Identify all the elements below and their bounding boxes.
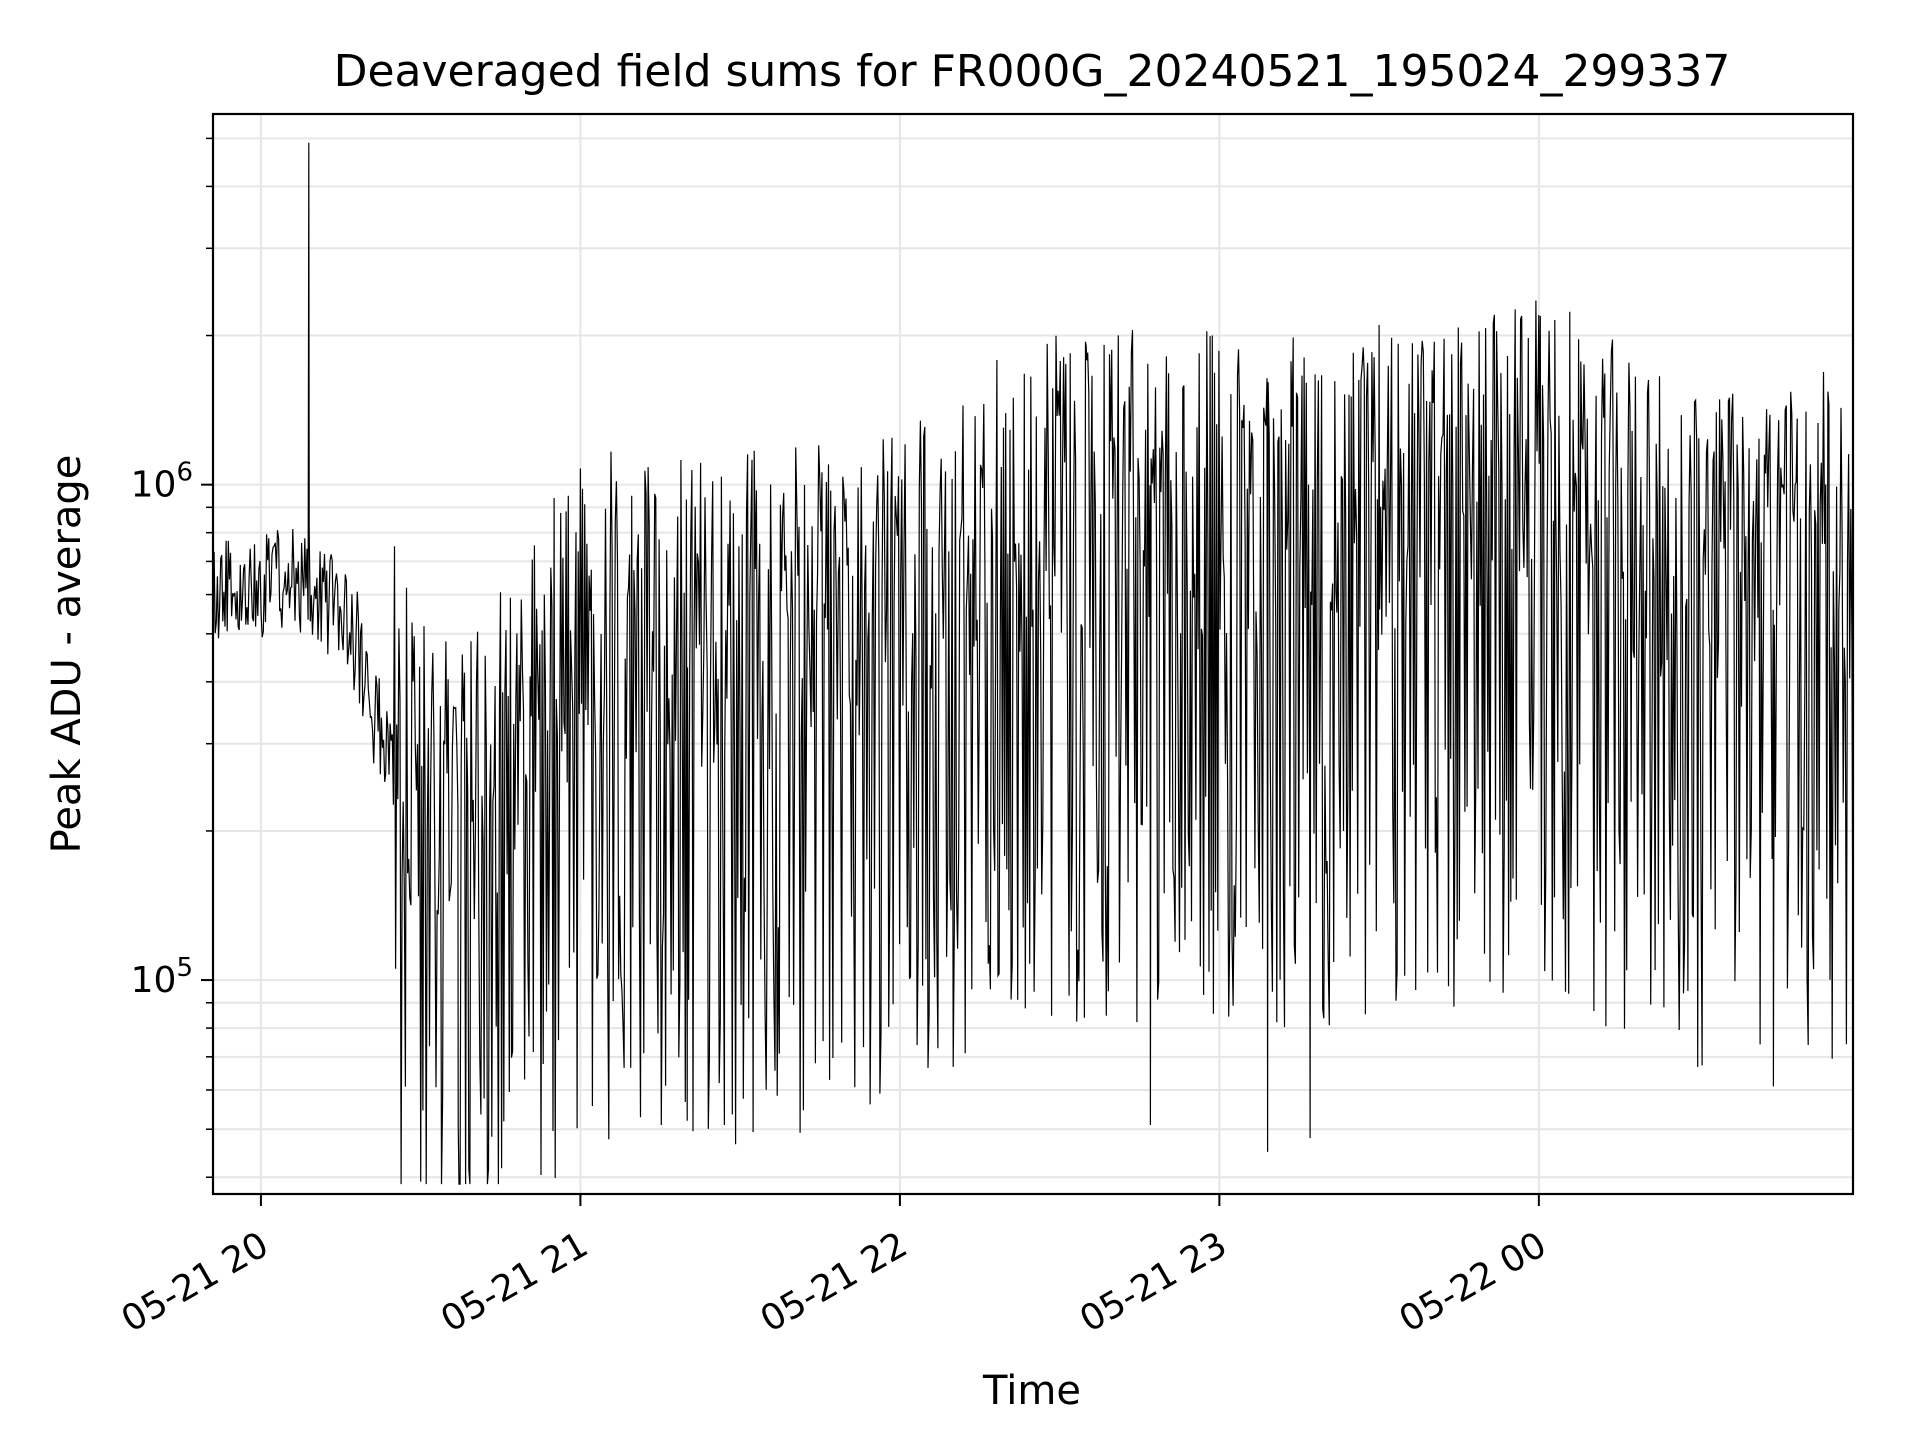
y-tick-label: 105 bbox=[131, 953, 193, 1001]
y-axis: 105 106 bbox=[131, 137, 213, 1178]
series-line bbox=[212, 142, 1854, 1185]
y-axis-label: Peak ADU - average bbox=[44, 455, 90, 854]
series-line-path bbox=[212, 142, 1854, 1185]
y-tick-label: 106 bbox=[131, 458, 193, 506]
x-axis-label: Time bbox=[982, 1368, 1081, 1414]
chart-title: Deaveraged field sums for FR000G_2024052… bbox=[334, 46, 1731, 97]
plot-frame bbox=[211, 112, 1855, 1196]
